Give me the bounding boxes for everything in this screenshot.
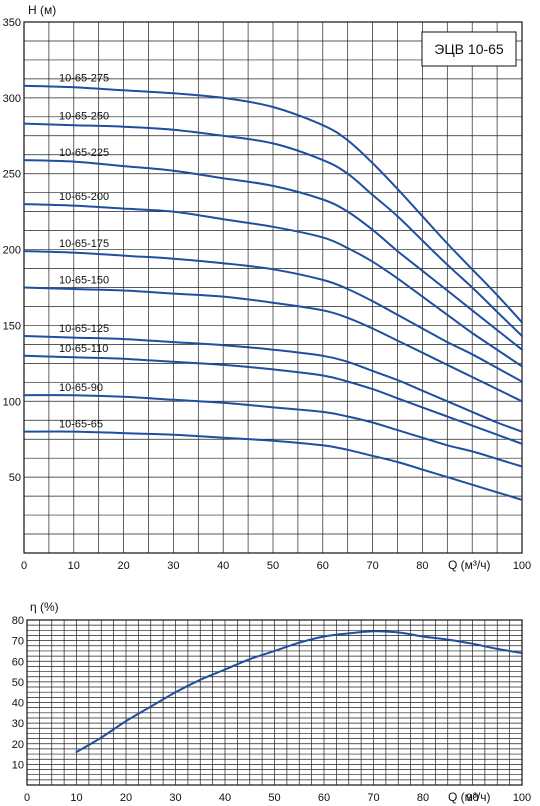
y-axis-title: H (м)	[28, 3, 56, 17]
x-tick-label: 90	[466, 792, 478, 804]
x-tick-label: 100	[513, 792, 531, 804]
x-tick-label: 60	[317, 560, 329, 572]
x-tick-label: 80	[416, 560, 428, 572]
y-tick-label: 40	[12, 698, 24, 710]
y-tick-label: 300	[3, 93, 21, 105]
series-line	[23, 394, 523, 468]
x-tick-label: 50	[267, 560, 279, 572]
head-chart: 0 10 20 30 40 50 60 70 80 100 50 100 150 200 250 300 350…	[3, 3, 532, 572]
y-tick-label: 350	[3, 17, 21, 29]
x-tick-label: 20	[120, 792, 132, 804]
y-tick-label: 250	[3, 169, 21, 181]
series-label: 10-65-250	[59, 111, 109, 123]
x-axis-title: Q (м³/ч)	[448, 558, 491, 572]
x-axis-title: Q (м³/ч)	[448, 790, 491, 804]
series-line	[23, 335, 523, 433]
x-tick-label: 80	[417, 792, 429, 804]
series-line	[23, 250, 523, 383]
y-tick-label: 80	[12, 615, 24, 627]
y-tick-label: 50	[12, 677, 24, 689]
y-axis-title: η (%)	[30, 600, 59, 614]
x-tick-label: 60	[318, 792, 330, 804]
x-tick-label: 70	[367, 792, 379, 804]
x-tick-label: 20	[117, 560, 129, 572]
x-tick-label: 10	[70, 792, 82, 804]
y-tick-label: 60	[12, 656, 24, 668]
x-tick-label: 10	[68, 560, 80, 572]
x-tick-label: 30	[169, 792, 181, 804]
y-tick-label: 100	[3, 396, 21, 408]
series-label: 10-65-150	[59, 275, 109, 287]
series-label: 10-65-175	[59, 238, 109, 250]
series-label: 10-65-90	[59, 382, 103, 394]
x-tick-label: 0	[21, 560, 27, 572]
x-tick-label: 50	[268, 792, 280, 804]
y-tick-label: 200	[3, 245, 21, 257]
y-tick-label: 150	[3, 320, 21, 332]
series-label: 10-65-225	[59, 147, 109, 159]
y-tick-label: 20	[12, 739, 24, 751]
x-tick-label: 30	[167, 560, 179, 572]
series-line	[23, 430, 523, 501]
y-tick-label: 10	[12, 759, 24, 771]
series-label: 10-65-200	[59, 191, 109, 203]
plot-frame	[26, 619, 523, 786]
x-tick-label: 70	[366, 560, 378, 572]
x-tick-label: 40	[219, 792, 231, 804]
grid	[23, 21, 523, 554]
series-line	[23, 159, 523, 351]
x-tick-label: 100	[513, 560, 531, 572]
series-line	[75, 630, 523, 753]
series-line	[23, 122, 523, 337]
series-line	[23, 354, 523, 445]
y-tick-label: 50	[9, 472, 21, 484]
y-tick-label: 70	[12, 636, 24, 648]
series-line	[23, 203, 523, 368]
series-label: 10-65-65	[59, 419, 103, 431]
title-box	[421, 31, 517, 67]
efficiency-chart: 0 10 20 30 40 50 60 70 80 90 100 10 20 30 40 50 60 70 80 η …	[12, 600, 531, 804]
x-tick-label: 40	[217, 560, 229, 572]
x-tick-label: 0	[24, 792, 30, 804]
series-label: 10-65-110	[59, 343, 108, 355]
series-line	[23, 84, 523, 324]
chart-title: ЭЦВ 10-65	[434, 41, 504, 57]
series-line	[23, 286, 523, 403]
y-tick-label: 30	[12, 718, 24, 730]
series-label: 10-65-125	[59, 323, 109, 335]
grid	[26, 619, 523, 786]
series-label: 10-65-275	[59, 73, 109, 85]
